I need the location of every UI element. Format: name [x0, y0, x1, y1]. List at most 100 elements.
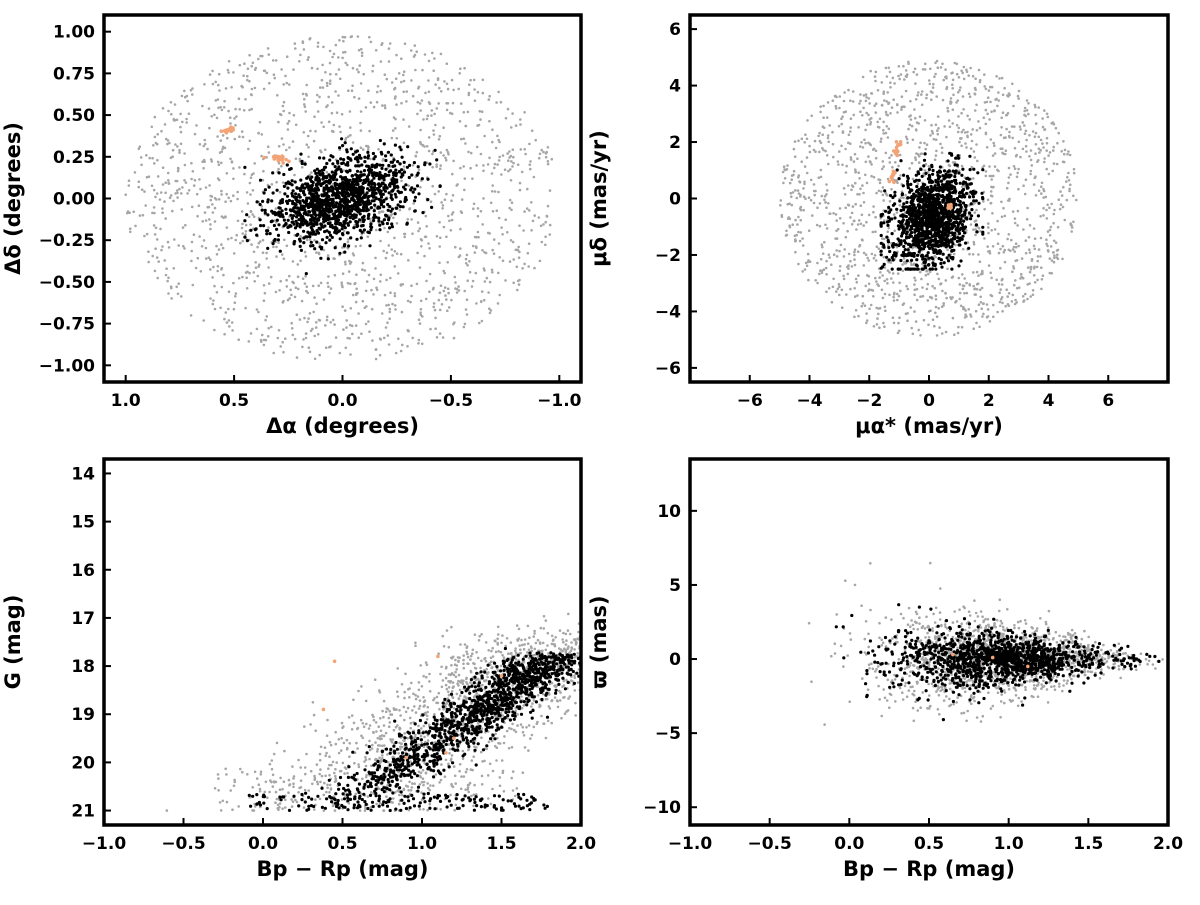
data-point [284, 208, 287, 211]
data-point [793, 170, 796, 173]
data-point [412, 95, 415, 98]
data-point [914, 117, 917, 120]
data-point [961, 165, 964, 168]
data-point [339, 222, 342, 225]
data-point [840, 118, 843, 121]
data-point [313, 232, 316, 235]
data-point [880, 234, 883, 237]
data-point [294, 338, 297, 341]
data-point [517, 249, 520, 252]
data-point [832, 278, 835, 281]
data-point [816, 206, 819, 209]
data-point [327, 285, 330, 288]
data-point [806, 156, 809, 159]
data-point [391, 225, 394, 228]
data-point [165, 267, 168, 270]
data-point [1049, 257, 1052, 260]
data-point [134, 225, 137, 228]
data-point [322, 157, 325, 160]
data-point [290, 322, 293, 325]
data-point [284, 158, 288, 162]
data-point [488, 95, 491, 98]
data-point [153, 162, 156, 165]
data-point [838, 150, 841, 153]
data-point [824, 201, 827, 204]
data-point [975, 209, 978, 212]
data-point [393, 185, 396, 188]
data-point [315, 321, 318, 324]
data-point [845, 165, 848, 168]
data-point [257, 132, 260, 135]
data-point [480, 210, 483, 213]
data-point [889, 200, 892, 203]
data-point [212, 303, 215, 306]
data-point [233, 117, 236, 120]
data-point [277, 121, 280, 124]
data-point [268, 151, 271, 154]
data-point [283, 101, 286, 104]
data-point [849, 260, 852, 263]
data-point [247, 67, 250, 70]
data-point [297, 288, 300, 291]
data-point [987, 226, 990, 229]
data-point [163, 259, 166, 262]
data-point [800, 160, 803, 163]
data-point [915, 98, 918, 101]
data-point [986, 146, 989, 149]
data-point [393, 237, 396, 240]
data-point [362, 73, 365, 76]
data-point [1028, 236, 1031, 239]
data-point [410, 79, 413, 82]
data-point [794, 219, 797, 222]
data-point [338, 146, 341, 149]
data-point [1019, 128, 1022, 131]
data-point [212, 266, 215, 269]
data-point [864, 304, 867, 307]
data-point [368, 36, 371, 39]
data-point [154, 247, 157, 250]
data-point [504, 218, 507, 221]
data-point [964, 242, 967, 245]
data-point [186, 100, 189, 103]
data-point [1028, 134, 1031, 137]
data-point [869, 70, 872, 73]
data-point [307, 317, 310, 320]
data-point [1035, 132, 1038, 135]
data-point [290, 294, 293, 297]
data-point [882, 297, 885, 300]
data-point [400, 81, 403, 84]
data-point [343, 201, 346, 204]
data-point [230, 237, 233, 240]
data-point [336, 111, 339, 114]
data-point [394, 308, 397, 311]
data-point [929, 271, 932, 274]
data-point [893, 230, 896, 233]
data-point [358, 64, 361, 67]
data-point [361, 51, 364, 54]
data-point [359, 212, 362, 215]
data-point [254, 68, 257, 71]
data-point [325, 106, 328, 109]
data-point [394, 292, 397, 295]
data-point [884, 310, 887, 313]
data-point [460, 138, 463, 141]
data-point [833, 253, 836, 256]
data-point [334, 226, 337, 229]
data-point [429, 273, 432, 276]
data-point [248, 54, 251, 57]
data-point [302, 241, 305, 244]
data-point [319, 228, 322, 231]
data-point [334, 165, 337, 168]
data-point [1069, 184, 1072, 187]
data-point [986, 303, 989, 306]
data-point [431, 109, 434, 112]
data-point [345, 218, 348, 221]
data-point [939, 262, 942, 265]
data-point [470, 152, 473, 155]
data-point [1003, 251, 1006, 254]
data-point [483, 251, 486, 254]
data-point [406, 345, 409, 348]
data-point [245, 230, 248, 233]
data-point [253, 251, 256, 254]
data-point [286, 163, 289, 166]
